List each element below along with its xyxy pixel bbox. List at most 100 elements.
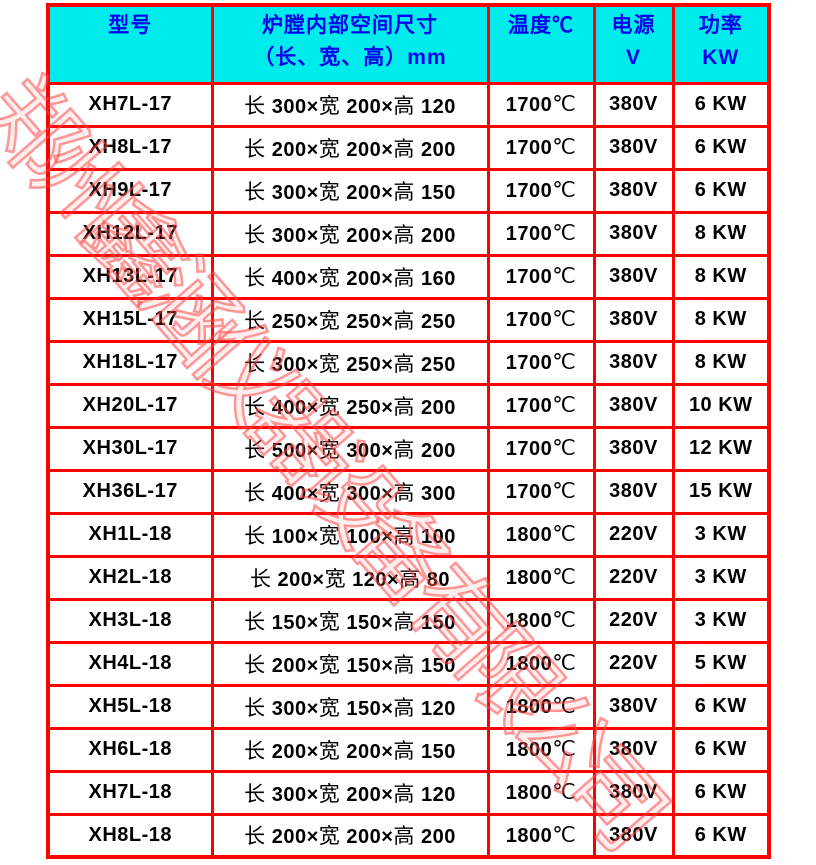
cell-voltage: 380V — [592, 253, 675, 300]
cell-power: 6 KW — [671, 726, 771, 773]
cell-power: 8 KW — [671, 296, 771, 343]
cell-power: 6 KW — [671, 81, 771, 128]
cell-model: XH15L-17 — [46, 296, 214, 343]
table-row: XH7L-18 长 300×宽 200×高 120 1800℃ 380V 6 K… — [46, 769, 771, 816]
cell-model: XH2L-18 — [46, 554, 214, 601]
table-row: XH1L-18 长 100×宽 100×高 100 1800℃ 220V 3 K… — [46, 511, 771, 558]
cell-voltage: 380V — [592, 382, 675, 429]
cell-voltage: 380V — [592, 167, 675, 214]
table-row: XH8L-17 长 200×宽 200×高 200 1700℃ 380V 6 K… — [46, 124, 771, 171]
cell-power: 12 KW — [671, 425, 771, 472]
header-voltage-label: 电源 — [611, 14, 656, 38]
cell-chamber-size: 长 200×宽 150×高 150 — [210, 640, 490, 687]
cell-model: XH7L-17 — [46, 81, 214, 128]
cell-power: 3 KW — [671, 597, 771, 644]
cell-chamber-size: 长 200×宽 120×高 80 — [210, 554, 490, 601]
cell-power: 8 KW — [671, 339, 771, 386]
header-temperature: 温度℃ — [486, 3, 596, 85]
table-row: XH18L-17 长 300×宽 250×高 250 1700℃ 380V 8 … — [46, 339, 771, 386]
cell-chamber-size: 长 400×宽 300×高 300 — [210, 468, 490, 515]
cell-temperature: 1800℃ — [486, 683, 596, 730]
cell-voltage: 380V — [592, 769, 675, 816]
cell-chamber-size: 长 300×宽 250×高 250 — [210, 339, 490, 386]
cell-model: XH8L-18 — [46, 812, 214, 859]
cell-voltage: 220V — [592, 511, 675, 558]
cell-temperature: 1800℃ — [486, 554, 596, 601]
cell-temperature: 1800℃ — [486, 769, 596, 816]
table-row: XH13L-17 长 400×宽 200×高 160 1700℃ 380V 8 … — [46, 253, 771, 300]
cell-temperature: 1700℃ — [486, 382, 596, 429]
cell-voltage: 380V — [592, 683, 675, 730]
cell-chamber-size: 长 200×宽 200×高 200 — [210, 812, 490, 859]
header-chamber-size: 炉膛内部空间尺寸 （长、宽、高）mm — [210, 3, 490, 85]
cell-temperature: 1700℃ — [486, 124, 596, 171]
cell-power: 8 KW — [671, 253, 771, 300]
header-model: 型号 — [46, 3, 214, 85]
cell-chamber-size: 长 300×宽 150×高 120 — [210, 683, 490, 730]
cell-power: 6 KW — [671, 769, 771, 816]
cell-power: 15 KW — [671, 468, 771, 515]
cell-power: 6 KW — [671, 167, 771, 214]
cell-model: XH13L-17 — [46, 253, 214, 300]
cell-power: 6 KW — [671, 812, 771, 859]
cell-temperature: 1700℃ — [486, 81, 596, 128]
cell-model: XH5L-18 — [46, 683, 214, 730]
cell-voltage: 380V — [592, 81, 675, 128]
header-voltage-unit: V — [625, 46, 641, 70]
cell-voltage: 380V — [592, 726, 675, 773]
table-row: XH5L-18 长 300×宽 150×高 120 1800℃ 380V 6 K… — [46, 683, 771, 730]
cell-temperature: 1700℃ — [486, 167, 596, 214]
cell-power: 6 KW — [671, 683, 771, 730]
header-voltage: 电源 V — [592, 3, 675, 85]
cell-model: XH9L-17 — [46, 167, 214, 214]
header-row: 型号 炉膛内部空间尺寸 （长、宽、高）mm 温度℃ — [46, 3, 771, 85]
cell-voltage: 380V — [592, 296, 675, 343]
table-row: XH2L-18 长 200×宽 120×高 80 1800℃ 220V 3 KW — [46, 554, 771, 601]
cell-power: 3 KW — [671, 554, 771, 601]
header-power-unit: KW — [702, 46, 740, 70]
cell-temperature: 1700℃ — [486, 253, 596, 300]
table-row: XH15L-17 长 250×宽 250×高 250 1700℃ 380V 8 … — [46, 296, 771, 343]
cell-chamber-size: 长 250×宽 250×高 250 — [210, 296, 490, 343]
cell-chamber-size: 长 300×宽 200×高 200 — [210, 210, 490, 257]
cell-model: XH6L-18 — [46, 726, 214, 773]
cell-temperature: 1800℃ — [486, 812, 596, 859]
cell-model: XH1L-18 — [46, 511, 214, 558]
cell-voltage: 380V — [592, 124, 675, 171]
table-row: XH3L-18 长 150×宽 150×高 150 1800℃ 220V 3 K… — [46, 597, 771, 644]
cell-temperature: 1700℃ — [486, 210, 596, 257]
cell-chamber-size: 长 100×宽 100×高 100 — [210, 511, 490, 558]
cell-temperature: 1700℃ — [486, 425, 596, 472]
header-power-label: 功率 — [698, 14, 743, 38]
cell-voltage: 380V — [592, 339, 675, 386]
cell-chamber-size: 长 150×宽 150×高 150 — [210, 597, 490, 644]
cell-model: XH36L-17 — [46, 468, 214, 515]
cell-voltage: 220V — [592, 640, 675, 687]
table-row: XH20L-17 长 400×宽 250×高 200 1700℃ 380V 10… — [46, 382, 771, 429]
cell-chamber-size: 长 200×宽 200×高 150 — [210, 726, 490, 773]
cell-voltage: 220V — [592, 554, 675, 601]
cell-power: 10 KW — [671, 382, 771, 429]
cell-model: XH12L-17 — [46, 210, 214, 257]
header-temperature-label: 温度℃ — [508, 14, 574, 38]
cell-model: XH20L-17 — [46, 382, 214, 429]
cell-voltage: 380V — [592, 468, 675, 515]
table-row: XH8L-18 长 200×宽 200×高 200 1800℃ 380V 6 K… — [46, 812, 771, 859]
cell-model: XH30L-17 — [46, 425, 214, 472]
cell-voltage: 380V — [592, 210, 675, 257]
table-row: XH12L-17 长 300×宽 200×高 200 1700℃ 380V 8 … — [46, 210, 771, 257]
header-chamber-size-unit: （长、宽、高）mm — [253, 46, 447, 70]
cell-chamber-size: 长 200×宽 200×高 200 — [210, 124, 490, 171]
header-chamber-size-label: 炉膛内部空间尺寸 — [262, 14, 438, 38]
cell-temperature: 1800℃ — [486, 640, 596, 687]
cell-chamber-size: 长 400×宽 200×高 160 — [210, 253, 490, 300]
furnace-spec-table: 型号 炉膛内部空间尺寸 （长、宽、高）mm 温度℃ — [46, 3, 771, 859]
cell-chamber-size: 长 300×宽 200×高 120 — [210, 81, 490, 128]
cell-power: 8 KW — [671, 210, 771, 257]
table-row: XH7L-17 长 300×宽 200×高 120 1700℃ 380V 6 K… — [46, 81, 771, 128]
cell-temperature: 1700℃ — [486, 296, 596, 343]
header-power: 功率 KW — [671, 3, 771, 85]
cell-chamber-size: 长 400×宽 250×高 200 — [210, 382, 490, 429]
cell-temperature: 1800℃ — [486, 511, 596, 558]
